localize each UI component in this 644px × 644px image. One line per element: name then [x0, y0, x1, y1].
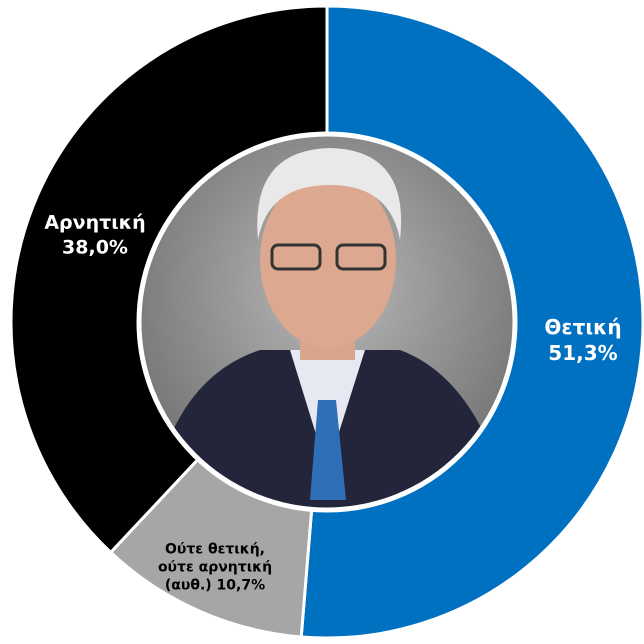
chart: Θετική51,3% Ούτε θετική, ούτε αρνητική (α…: [0, 0, 644, 644]
slice-label: Αρνητική 38,0%: [44, 210, 145, 259]
category-label: Αρνητική: [44, 211, 145, 233]
value-label: 51,3%: [548, 341, 617, 365]
category-label: Θετική: [544, 315, 621, 339]
slice-label: Ούτε θετική, ούτε αρνητική (αυθ.) 10,7%: [145, 541, 285, 596]
value-label: 38,0%: [62, 236, 128, 258]
value-label: 10,7%: [217, 578, 266, 594]
